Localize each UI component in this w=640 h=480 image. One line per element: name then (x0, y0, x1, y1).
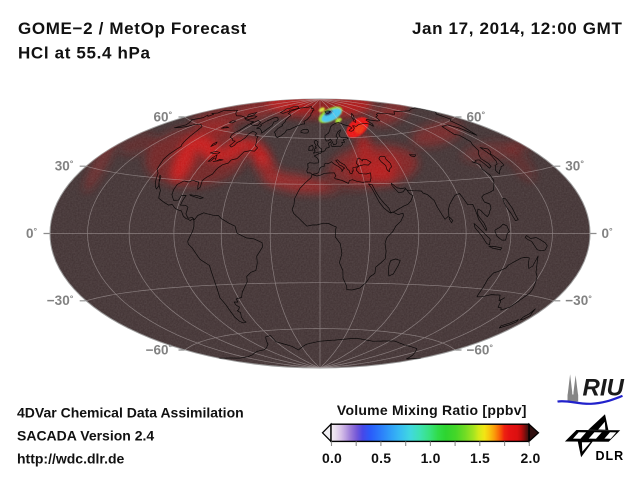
svg-text:4DVar Chemical Data Assimilati: 4DVar Chemical Data Assimilation (17, 405, 244, 421)
svg-text:GOME−2 / MetOp Forecast: GOME−2 / MetOp Forecast (18, 19, 247, 38)
svg-text:0°: 0° (602, 226, 614, 241)
svg-text:−30°: −30° (565, 293, 592, 308)
svg-text:0.0: 0.0 (322, 450, 342, 466)
svg-text:Jan 17, 2014, 12:00 GMT: Jan 17, 2014, 12:00 GMT (412, 19, 623, 38)
svg-text:0.5: 0.5 (371, 450, 391, 466)
svg-text:1.0: 1.0 (421, 450, 441, 466)
svg-text:60°: 60° (467, 109, 486, 124)
svg-text:−30°: −30° (47, 293, 74, 308)
svg-text:−60°: −60° (146, 342, 173, 357)
svg-text:30°: 30° (565, 159, 584, 174)
svg-text:−60°: −60° (467, 342, 494, 357)
svg-text:Volume Mixing Ratio [ppbv]: Volume Mixing Ratio [ppbv] (337, 402, 527, 418)
svg-text:HCl at 55.4 hPa: HCl at 55.4 hPa (18, 44, 151, 63)
svg-text:http://wdc.dlr.de: http://wdc.dlr.de (17, 451, 125, 467)
svg-text:1.5: 1.5 (470, 450, 490, 466)
svg-text:30°: 30° (55, 159, 74, 174)
svg-text:2.0: 2.0 (520, 450, 540, 466)
svg-text:SACADA Version 2.4: SACADA Version 2.4 (17, 428, 154, 444)
svg-text:60°: 60° (154, 109, 173, 124)
svg-text:0°: 0° (26, 226, 38, 241)
svg-text:DLR: DLR (596, 449, 625, 463)
